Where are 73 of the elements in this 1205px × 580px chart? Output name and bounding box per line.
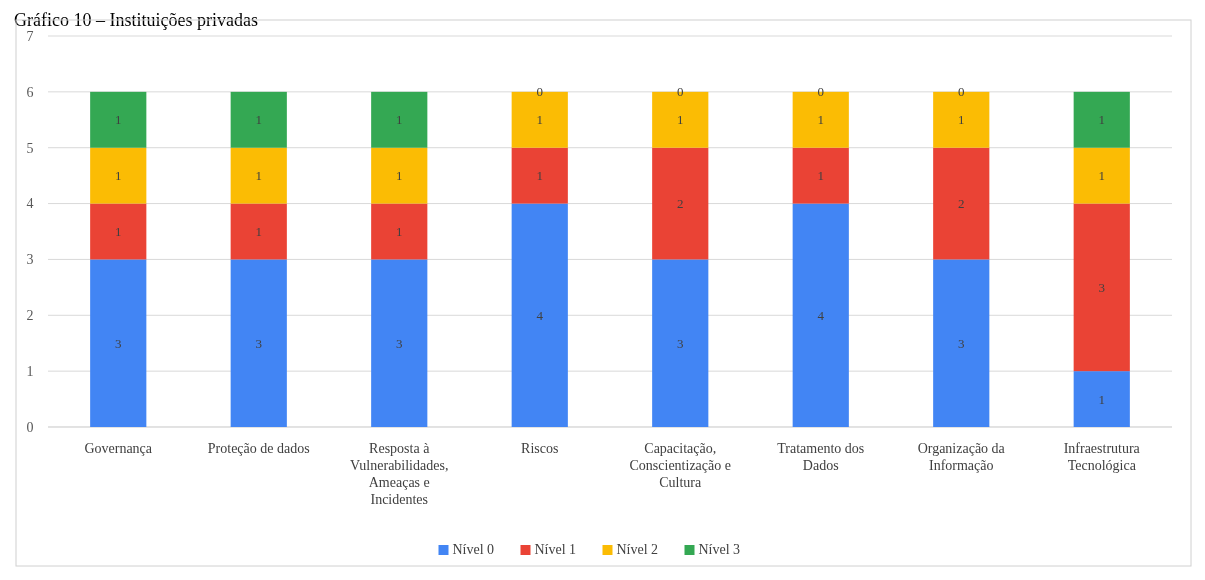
- data-label: 1: [958, 112, 965, 128]
- bar: [90, 259, 147, 427]
- bar: [933, 147, 990, 260]
- data-label: 1: [1098, 112, 1105, 128]
- data-label: 1: [396, 224, 403, 240]
- data-label: 3: [958, 335, 965, 351]
- data-label: 3: [677, 335, 684, 351]
- bar: [792, 203, 849, 427]
- data-label: 4: [536, 307, 544, 323]
- bar: [511, 147, 568, 204]
- y-tick-label: 2: [26, 308, 34, 324]
- bar: [90, 147, 147, 204]
- y-tick-label: 6: [26, 84, 34, 100]
- bar: [90, 203, 147, 260]
- bar: [230, 147, 287, 204]
- data-label: 1: [1098, 168, 1105, 184]
- x-tick-label: Infraestrutura Tecnológica: [1063, 441, 1141, 473]
- data-label: 3: [396, 335, 403, 351]
- bar: [1073, 371, 1130, 427]
- legend-label: Nível 3: [698, 542, 741, 557]
- bar: [371, 91, 428, 148]
- data-label: 3: [1098, 279, 1105, 295]
- bar: [371, 147, 428, 204]
- legend-label: Nível 1: [534, 542, 577, 557]
- data-label: 2: [958, 196, 965, 212]
- y-tick-label: 5: [26, 140, 34, 156]
- bar: [1073, 147, 1130, 204]
- x-tick-label: Governança: [84, 441, 153, 456]
- bar: [1073, 91, 1130, 148]
- data-label: 1: [396, 168, 403, 184]
- bar: [371, 203, 428, 260]
- data-label: 1: [115, 112, 122, 128]
- data-label: 3: [115, 335, 122, 351]
- data-label: 1: [115, 168, 122, 184]
- bar: [371, 259, 428, 427]
- data-label: 1: [536, 112, 543, 128]
- bar: [90, 91, 147, 148]
- bar: [933, 259, 990, 427]
- data-label: 1: [115, 224, 122, 240]
- y-tick-label: 7: [26, 28, 34, 44]
- bar: [652, 147, 709, 260]
- y-tick-label: 3: [26, 252, 34, 268]
- data-label: 1: [677, 112, 684, 128]
- data-label: 1: [396, 112, 403, 128]
- data-label: 1: [817, 112, 824, 128]
- data-label: 3: [255, 335, 262, 351]
- y-tick-label: 0: [26, 419, 34, 435]
- x-tick-label: Organização da Informação: [917, 441, 1006, 473]
- x-tick-label: Resposta à Vulnerabilidades, Ameaças e Incidentes: [350, 441, 449, 507]
- data-label: 1: [255, 224, 262, 240]
- bar: [652, 259, 709, 427]
- x-tick-label: Tratamento dos Dados: [777, 441, 865, 473]
- data-label: 2: [677, 196, 684, 212]
- data-label: 1: [1098, 391, 1105, 407]
- bar: [230, 259, 287, 427]
- data-label: 4: [817, 307, 825, 323]
- data-label: 1: [255, 168, 262, 184]
- data-label: 1: [817, 168, 824, 184]
- data-label: 1: [536, 168, 543, 184]
- chart-title: Gráfico 10 – Instituições privadas: [14, 10, 258, 30]
- legend-label: Nível 2: [616, 542, 659, 557]
- y-tick-label: 1: [26, 364, 34, 380]
- legend-label: Nível 0: [452, 542, 495, 557]
- y-tick-label: 4: [26, 196, 34, 212]
- bar: [511, 203, 568, 427]
- data-label: 1: [255, 112, 262, 128]
- x-tick-label: Capacitação, Conscientização e Cultura: [629, 441, 731, 490]
- x-tick-label: Riscos: [521, 441, 559, 456]
- bar: [230, 91, 287, 148]
- x-tick-label: Proteção de dados: [207, 441, 310, 456]
- bar: [230, 203, 287, 260]
- bar: [792, 147, 849, 204]
- bar: [1073, 203, 1130, 372]
